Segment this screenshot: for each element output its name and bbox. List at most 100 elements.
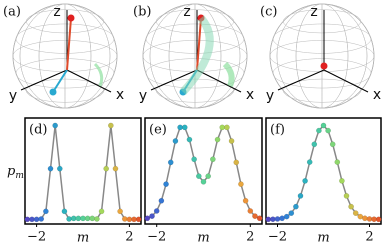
spin-down (52, 69, 68, 93)
distribution-line (147, 126, 260, 219)
spin-dot (67, 14, 75, 22)
data-point (172, 138, 179, 144)
data-point (325, 127, 331, 134)
spin-up (196, 17, 202, 71)
axis-label-y: y (266, 88, 274, 104)
spin-up (66, 17, 72, 71)
x-axis-label: m (317, 231, 329, 246)
sphere-grid (276, 3, 368, 109)
x-tick-label: −2 (147, 230, 166, 245)
panel-label: (a) (3, 5, 21, 20)
data-point (94, 216, 100, 222)
data-point (210, 156, 216, 163)
data-point (334, 159, 341, 165)
data-point (362, 215, 368, 222)
axis-label-x: x (116, 87, 124, 103)
data-point (288, 210, 295, 216)
data-point (256, 215, 263, 222)
data-point (274, 216, 281, 222)
panel-frame (144, 117, 263, 225)
data-point (47, 165, 54, 172)
data-point (293, 203, 299, 210)
panel-frame (24, 117, 142, 225)
data-point (131, 216, 137, 223)
bloch-sphere: (a) z x y (3, 3, 124, 109)
distribution-line (268, 124, 379, 221)
data-point (191, 156, 197, 163)
spin-dot (49, 88, 57, 96)
data-point (153, 208, 160, 214)
data-point (163, 181, 169, 187)
spin-dot (320, 62, 328, 70)
data-point (311, 141, 318, 148)
x-tick-label: 2 (246, 230, 254, 245)
data-point (126, 216, 133, 223)
trajectory (180, 15, 214, 95)
x-axis-label: m (77, 231, 89, 246)
data-point (329, 141, 336, 148)
data-point (57, 165, 63, 172)
axis-label-z: z (310, 4, 317, 20)
data-point (167, 159, 174, 166)
axis-label-z: z (53, 4, 60, 20)
axis-label-x: x (246, 87, 254, 103)
y-axis-label-sub: m (15, 171, 24, 181)
data-point (135, 216, 142, 223)
bloch-sphere: (c) z x y (260, 3, 381, 109)
data-point (38, 216, 45, 222)
panel-frame (265, 117, 382, 225)
data-point (98, 208, 105, 215)
data-point (108, 122, 114, 129)
axis-x (196, 69, 242, 93)
panel-label: (b) (133, 5, 151, 20)
data-point (357, 213, 364, 220)
data-point (339, 178, 345, 184)
data-point (158, 197, 165, 204)
data-point (352, 210, 359, 216)
axis-x (323, 69, 369, 93)
axis-label-x: x (373, 87, 381, 103)
data-point (375, 216, 382, 223)
data-point (112, 165, 119, 172)
data-point (224, 124, 230, 131)
axis-label-y: y (139, 88, 147, 104)
data-point (144, 215, 151, 222)
axis-y (20, 69, 68, 91)
data-point (348, 203, 354, 210)
data-point (89, 215, 96, 222)
data-point (200, 178, 207, 185)
data-point (247, 208, 254, 214)
data-point (302, 178, 308, 184)
data-point (252, 213, 258, 219)
sphere-grid (149, 3, 241, 109)
x-tick-label: −2 (268, 230, 287, 245)
panel-label: (d) (29, 123, 47, 138)
data-point (316, 127, 322, 134)
data-point (238, 181, 244, 187)
data-point (279, 215, 285, 222)
data-point (66, 216, 72, 222)
trajectory (93, 62, 104, 87)
distribution-line (27, 125, 139, 221)
data-point (80, 215, 86, 222)
data-point (75, 215, 82, 222)
data-point (61, 208, 68, 215)
panel-label: (e) (149, 123, 167, 138)
data-point (205, 173, 211, 179)
x-tick-label: 2 (365, 230, 373, 245)
bloch-sphere: (b) z x y (133, 3, 254, 109)
axis-x (66, 69, 112, 93)
axis-label-y: y (9, 88, 17, 104)
x-tick-label: 2 (125, 230, 133, 245)
x-axis-label: m (197, 231, 209, 246)
data-point (186, 136, 193, 143)
x-tick-label: −2 (27, 230, 46, 245)
data-point (219, 124, 226, 131)
data-point (233, 159, 240, 166)
axis-label-z: z (183, 4, 190, 20)
data-point (43, 208, 49, 215)
data-point (29, 216, 35, 223)
data-point (196, 173, 202, 179)
data-point (117, 208, 123, 215)
data-point (214, 136, 221, 143)
